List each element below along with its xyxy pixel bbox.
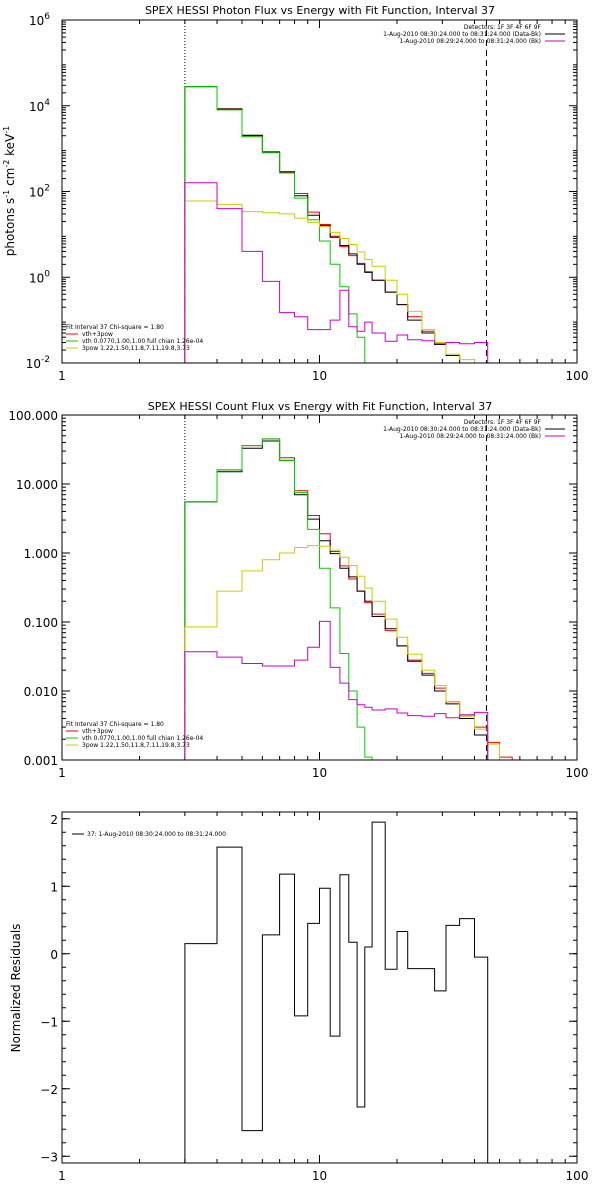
count-y-tick-label: 0.010: [24, 685, 58, 699]
photon-y-axis-label-cm: cm: [3, 168, 17, 190]
photon-legend-text: 1-Aug-2010 08:29:24.000 to 08:31:24.000 …: [399, 38, 541, 45]
photon-series-yellow-histogram: [184, 200, 513, 363]
photon-legend-text: Detectors: 1F 3F 4F 6F 9F: [464, 24, 542, 31]
count-fit-legend-text: vth+3pow: [82, 728, 113, 735]
photon-y-axis-label: photons s-1 cm-2 keV-1: [2, 126, 17, 257]
count-y-tick-label: 100.000: [8, 409, 58, 423]
count-y-tick-label: 0.001: [24, 754, 58, 768]
photon-y-tick-label: 10-2: [26, 355, 50, 371]
photon-y-axis-label-kev: keV: [3, 133, 17, 160]
photon-y-tick-label: 102: [29, 184, 50, 200]
photon-x-tick-label: 10: [312, 369, 327, 383]
photon-fit-legend-text: vth+3pow: [82, 331, 113, 338]
count-x-tick-label: 1: [58, 766, 66, 780]
count-series-red-histogram: [184, 438, 513, 760]
count-fit-legend-text: vth 0.0770,1.00,1.00 full chian 1.26e-04: [82, 735, 203, 742]
residuals-panel: 1 10 100 −3 −2 −1 0 1 2 37: 1-Aug-2010 08:30:24.0…: [9, 811, 589, 1183]
photon-series-green-histogram: [184, 86, 386, 363]
count-legend-text: 1-Aug-2010 08:29:24.000 to 08:31:24.000 …: [399, 433, 541, 440]
residuals-y-tick-label: 2: [50, 813, 58, 827]
photon-series-black-histogram: [184, 86, 500, 363]
count-x-tick-label: 100: [566, 766, 589, 780]
count-x-tick-label: 10: [312, 766, 327, 780]
photon-fit-legend-text: vth 0.0770,1.00,1.00 full chian 1.26e-04: [82, 338, 203, 345]
photon-fit-legend-text: Fit Interval 37 Chi-square = 1.80: [66, 324, 164, 331]
photon-x-tick-label: 100: [566, 369, 589, 383]
residuals-x-tick-label: 1: [58, 1169, 66, 1183]
residuals-y-tick-label: 0: [50, 948, 58, 962]
photon-plot-frame: [61, 19, 578, 364]
photon-legend-text: 1-Aug-2010 08:30:24.000 to 08:31:24.000 …: [383, 31, 541, 38]
count-plot-frame: [61, 414, 578, 761]
photon-y-tick-label: 106: [29, 12, 50, 28]
count-series-magenta-histogram: [184, 620, 489, 760]
count-legend-text: 1-Aug-2010 08:30:24.000 to 08:31:24.000 …: [383, 426, 541, 433]
photon-series-red-histogram: [184, 86, 513, 363]
residuals-y-axis-label: Normalized Residuals: [9, 924, 23, 1053]
photon-y-axis-label-base: photons s: [3, 198, 17, 257]
photon-series-magenta-histogram: [184, 182, 489, 363]
count-y-tick-label: 1.000: [24, 547, 58, 561]
photon-flux-panel: SPEX HESSI Photon Flux vs Energy with Fi…: [2, 4, 588, 383]
residuals-y-tick-label: −2: [40, 1083, 58, 1097]
residuals-legend-text: 37: 1-Aug-2010 08:30:24.000 to 08:31:24.…: [87, 831, 226, 838]
residuals-series-residuals-histogram: [184, 821, 489, 1163]
photon-y-axis-label-exp3: -1: [2, 126, 11, 134]
count-y-tick-label: 0.100: [24, 616, 58, 630]
photon-panel-title: SPEX HESSI Photon Flux vs Energy with Fi…: [145, 4, 495, 17]
photon-x-tick-label: 1: [58, 369, 66, 383]
residuals-x-tick-label: 10: [312, 1169, 327, 1183]
count-series-green-histogram: [184, 438, 373, 760]
count-series-yellow-histogram: [184, 545, 513, 760]
residuals-y-tick-label: 1: [50, 880, 58, 894]
residuals-plot-frame: [61, 811, 578, 1164]
count-fit-legend-text: Fit Interval 37 Chi-square = 1.80: [66, 721, 164, 728]
count-flux-panel: SPEX HESSI Count Flux vs Energy with Fit…: [8, 400, 588, 780]
photon-y-axis-label-exp1: -1: [2, 190, 11, 198]
photon-y-tick-label: 100: [29, 269, 50, 285]
photon-y-axis-label-exp2: -2: [2, 160, 11, 168]
residuals-y-tick-label: −1: [40, 1015, 58, 1029]
photon-fit-legend-text: 3pow 1.22,1.50,11.8,7.11,19.8,3.73: [82, 345, 190, 352]
count-y-tick-label: 10.000: [16, 478, 58, 492]
count-legend-text: Detectors: 1F 3F 4F 6F 9F: [464, 419, 542, 426]
photon-y-tick-label: 104: [29, 98, 50, 114]
count-fit-legend-text: 3pow 1.22,1.50,11.8,7.11,19.8,3.73: [82, 742, 190, 749]
count-panel-title: SPEX HESSI Count Flux vs Energy with Fit…: [148, 400, 492, 413]
residuals-y-tick-label: −3: [40, 1150, 58, 1164]
residuals-x-tick-label: 100: [566, 1169, 589, 1183]
count-series-black-histogram: [184, 440, 500, 760]
